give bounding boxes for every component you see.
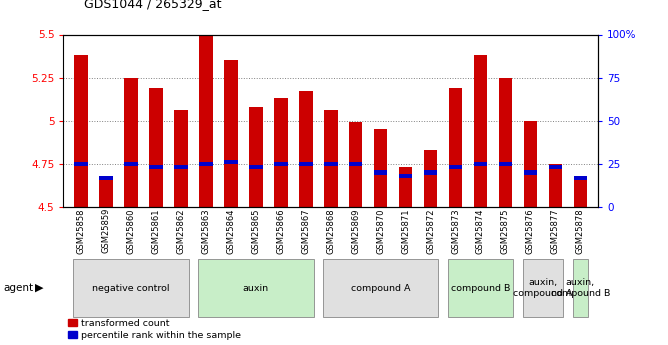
Text: GSM25864: GSM25864: [226, 208, 235, 254]
Text: auxin: auxin: [242, 284, 269, 293]
Bar: [74, 55, 88, 207]
Text: GSM25873: GSM25873: [451, 208, 460, 254]
Bar: [324, 162, 337, 166]
Text: GSM25860: GSM25860: [126, 208, 136, 254]
Bar: [574, 176, 587, 180]
Bar: [548, 165, 562, 169]
Bar: [424, 170, 438, 175]
Bar: [124, 162, 138, 166]
Bar: [174, 165, 188, 169]
Bar: [124, 78, 138, 207]
Text: GSM25874: GSM25874: [476, 208, 485, 254]
Text: GSM25861: GSM25861: [152, 208, 160, 254]
Text: GSM25875: GSM25875: [501, 208, 510, 254]
Bar: [474, 55, 488, 207]
Bar: [73, 259, 188, 317]
Bar: [74, 162, 88, 166]
Text: GSM25865: GSM25865: [251, 208, 261, 254]
Bar: [299, 91, 313, 207]
Text: agent: agent: [3, 283, 33, 293]
Text: compound B: compound B: [451, 284, 510, 293]
Text: compound A: compound A: [351, 284, 410, 293]
Bar: [224, 60, 238, 207]
Bar: [199, 34, 212, 207]
Bar: [524, 121, 537, 207]
Text: GSM25869: GSM25869: [351, 208, 360, 254]
Text: GSM25867: GSM25867: [301, 208, 310, 254]
Bar: [199, 162, 212, 166]
Text: GSM25858: GSM25858: [76, 208, 86, 254]
Text: GSM25876: GSM25876: [526, 208, 535, 254]
Text: GSM25863: GSM25863: [201, 208, 210, 254]
Legend: transformed count, percentile rank within the sample: transformed count, percentile rank withi…: [68, 319, 241, 339]
Bar: [349, 162, 363, 166]
Text: GSM25871: GSM25871: [401, 208, 410, 254]
Bar: [399, 174, 412, 178]
Bar: [174, 110, 188, 207]
Bar: [424, 150, 438, 207]
Bar: [522, 259, 563, 317]
Bar: [224, 160, 238, 164]
Bar: [99, 176, 113, 207]
Bar: [323, 259, 438, 317]
Text: GSM25862: GSM25862: [176, 208, 185, 254]
Text: GSM25878: GSM25878: [576, 208, 585, 254]
Text: auxin,
compound B: auxin, compound B: [550, 278, 610, 298]
Text: GDS1044 / 265329_at: GDS1044 / 265329_at: [84, 0, 221, 10]
Text: GSM25866: GSM25866: [276, 208, 285, 254]
Bar: [498, 162, 512, 166]
Bar: [149, 165, 163, 169]
Bar: [349, 122, 363, 207]
Bar: [524, 170, 537, 175]
Text: GSM25859: GSM25859: [102, 208, 110, 253]
Bar: [373, 129, 387, 207]
Text: GSM25872: GSM25872: [426, 208, 435, 254]
Text: negative control: negative control: [92, 284, 170, 293]
Bar: [574, 178, 587, 207]
Bar: [572, 259, 589, 317]
Bar: [149, 88, 163, 207]
Bar: [198, 259, 313, 317]
Bar: [449, 165, 462, 169]
Bar: [448, 259, 513, 317]
Bar: [274, 162, 288, 166]
Bar: [249, 165, 263, 169]
Bar: [548, 164, 562, 207]
Bar: [373, 170, 387, 175]
Text: ▶: ▶: [35, 283, 43, 293]
Text: GSM25877: GSM25877: [551, 208, 560, 254]
Bar: [324, 110, 337, 207]
Bar: [99, 176, 113, 180]
Text: auxin,
compound A: auxin, compound A: [513, 278, 572, 298]
Text: GSM25870: GSM25870: [376, 208, 385, 254]
Bar: [249, 107, 263, 207]
Bar: [474, 162, 488, 166]
Bar: [449, 88, 462, 207]
Bar: [399, 167, 412, 207]
Bar: [274, 98, 288, 207]
Bar: [299, 162, 313, 166]
Text: GSM25868: GSM25868: [326, 208, 335, 254]
Bar: [498, 78, 512, 207]
